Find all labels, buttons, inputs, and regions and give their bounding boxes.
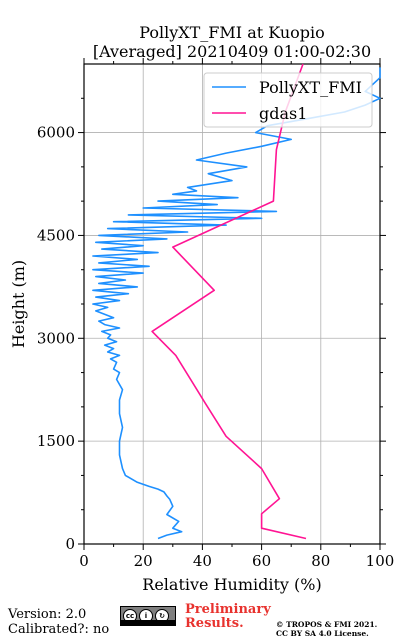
version-text: Version: 2.0 — [8, 607, 87, 622]
series-line-pollyxt-fmi — [92, 67, 381, 540]
preliminary-line-1: Preliminary — [185, 602, 271, 617]
series-layer — [92, 63, 381, 540]
x-tick-label: 20 — [134, 552, 153, 570]
x-axis-label: Relative Humidity (%) — [142, 575, 321, 594]
copyright-line-2: CC BY SA 4.0 License. — [276, 629, 369, 638]
y-tick-label: 1500 — [37, 432, 75, 450]
cc-badge-strip — [120, 620, 176, 626]
axes: 0 20 40 60 80 100 0 1500 3000 4500 6000 — [37, 58, 395, 570]
x-tick-label: 60 — [252, 552, 271, 570]
y-axis-label: Height (m) — [9, 260, 28, 348]
preliminary-notice: Preliminary Results. — [185, 603, 271, 631]
x-tick-label: 100 — [366, 552, 395, 570]
x-tick-label: 80 — [311, 552, 330, 570]
grid-lines — [83, 64, 381, 545]
plot-frame — [83, 63, 381, 545]
chart-subtitle: [Averaged] 20210409 01:00-02:30 — [93, 42, 371, 61]
y-tick-label: 3000 — [37, 329, 75, 347]
chart-title: PollyXT_FMI at Kuopio — [139, 23, 325, 42]
legend-label-pollyxt-fmi: PollyXT_FMI — [259, 78, 362, 97]
y-tick-label: 6000 — [37, 124, 75, 142]
y-tick-label: 0 — [65, 535, 75, 553]
x-tick-label: 40 — [193, 552, 212, 570]
preliminary-line-2: Results. — [185, 616, 244, 631]
copyright-line-1: © TROPOS & FMI 2021. — [276, 620, 378, 629]
calibrated-text: Calibrated?: no — [8, 622, 110, 637]
y-tick-label: 4500 — [37, 226, 75, 244]
cc-license-badge: cc i ↻ — [120, 606, 176, 626]
x-tick-label: 0 — [79, 552, 89, 570]
legend: PollyXT_FMI gdas1 — [203, 72, 373, 128]
legend-label-gdas1: gdas1 — [259, 104, 307, 123]
series-line-gdas1 — [151, 63, 307, 540]
copyright-notice: © TROPOS & FMI 2021. CC BY SA 4.0 Licens… — [276, 620, 377, 638]
